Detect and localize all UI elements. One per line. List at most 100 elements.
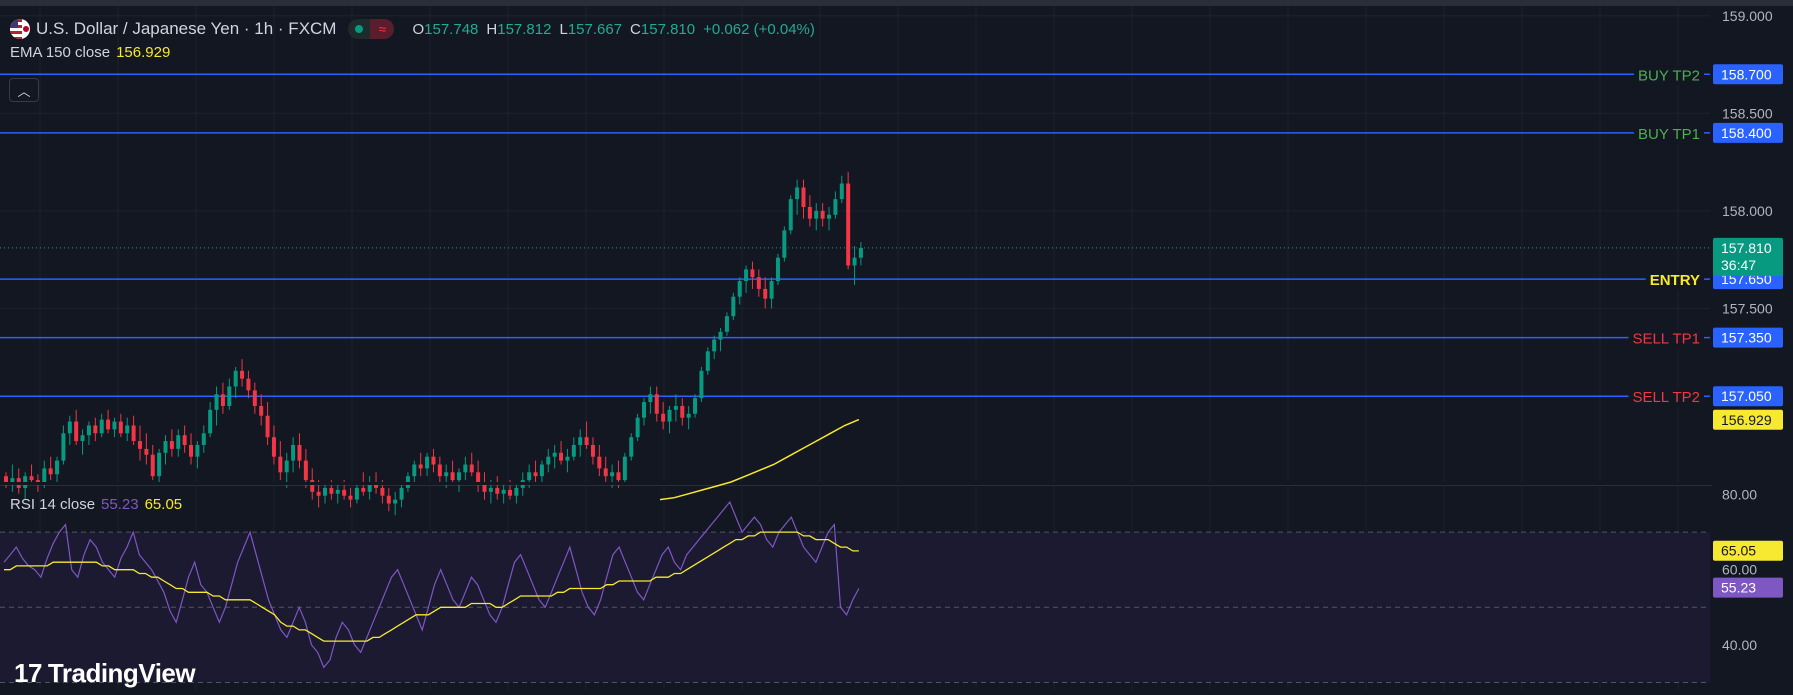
candle [189, 433, 194, 465]
candle [514, 484, 519, 504]
symbol-title: U.S. Dollar / Japanese Yen · 1h · FXCM [36, 19, 337, 38]
level-price-badge-bg [1713, 64, 1783, 85]
candle-body [29, 476, 34, 481]
candle-body [431, 456, 436, 465]
candle [55, 456, 60, 484]
candle [259, 394, 264, 426]
candle-body [86, 425, 91, 436]
candle-body [310, 480, 315, 492]
candle-body [252, 390, 257, 406]
candle-body [571, 444, 576, 457]
candle [240, 359, 245, 387]
ema-legend[interactable]: EMA 150 close 156.929 [10, 44, 170, 61]
candle [559, 441, 564, 465]
candle-body [578, 437, 583, 445]
candle [201, 425, 206, 453]
candle [214, 386, 219, 426]
candle [775, 253, 780, 285]
grid [0, 6, 1793, 690]
wave-icon: ≈ [370, 19, 395, 39]
candle-body [323, 487, 327, 496]
candle [724, 312, 729, 336]
tradingview-logo[interactable]: 17 TradingView [14, 658, 196, 689]
candle-body [839, 183, 844, 200]
main-pane-edge [0, 482, 1793, 485]
level-label-bg [1645, 271, 1704, 291]
candle-body [220, 394, 225, 406]
level-price-badge-text: 157.350 [1721, 330, 1772, 346]
candle-body [514, 487, 519, 496]
candle [86, 421, 91, 445]
candle-body [718, 331, 723, 340]
candle [858, 242, 863, 266]
candle-body [380, 487, 385, 496]
candle [220, 382, 225, 414]
candle-body [259, 405, 264, 416]
level-label: SELL TP1 [1632, 331, 1700, 348]
status-pill[interactable]: ≈ [348, 19, 395, 39]
candle [4, 472, 8, 488]
candle [820, 203, 825, 227]
candle [367, 476, 372, 500]
candle-body [552, 452, 557, 457]
candle [501, 484, 506, 504]
candle [354, 484, 359, 504]
candle-body [169, 441, 174, 449]
candle [782, 226, 787, 262]
candle-body [616, 472, 621, 481]
price-tick-label: 158.500 [1722, 105, 1773, 121]
candle [150, 444, 155, 481]
candle-body [342, 489, 347, 496]
candle [667, 405, 672, 434]
collapse-legend-button[interactable]: ︿ [9, 78, 39, 102]
candle-body [852, 257, 857, 266]
tradingview-mark-icon: 17 [14, 658, 42, 688]
candle-body [469, 464, 474, 473]
candle-body [354, 487, 359, 500]
candle-body [99, 419, 104, 434]
rsi-legend[interactable]: RSI 14 close 55.23 65.05 [10, 496, 182, 513]
candle [750, 261, 755, 289]
candle [839, 175, 844, 204]
top-border [0, 0, 1793, 6]
rsi-ma-badge-bg [1713, 540, 1783, 561]
ema-price-badge-text: 156.929 [1721, 412, 1772, 428]
candle-body [150, 454, 155, 477]
candle-body [131, 425, 136, 442]
level-label-bg [1634, 124, 1704, 144]
candle-body [227, 386, 232, 406]
price-tick-label: 159.000 [1722, 8, 1773, 24]
candle-body [769, 281, 774, 299]
symbol-legend[interactable]: U.S. Dollar / Japanese Yen · 1h · FXCM ≈… [10, 18, 815, 40]
candle-body [246, 378, 251, 391]
candle [801, 179, 806, 219]
candle-body [833, 199, 838, 215]
candle [552, 444, 557, 469]
price-tick-label: 158.000 [1722, 203, 1773, 219]
candle-body [482, 484, 487, 492]
candle [744, 265, 749, 293]
ema-legend-label: EMA 150 close [10, 44, 111, 61]
candle [565, 448, 570, 473]
high-label: H [486, 20, 498, 38]
candle [393, 491, 398, 516]
candle [271, 425, 276, 465]
ohlc-values: O 157.748 H 157.812 L 157.667 C 157.810 +0.0… [404, 21, 814, 38]
candle [80, 429, 85, 455]
candle [425, 452, 430, 477]
candle [348, 487, 353, 508]
candle [265, 402, 270, 445]
candle [833, 191, 838, 219]
rsi-value-badge: 55.23 [1713, 577, 1783, 598]
candle-body [782, 230, 787, 258]
rsi-tick-label: 60.00 [1722, 562, 1757, 578]
rsi-ma-badge: 65.05 [1713, 540, 1783, 561]
candle [431, 448, 436, 473]
candle [169, 429, 174, 457]
rsi-legend-value: 55.23 [101, 496, 139, 513]
level-price-badge: 158.700 [1713, 64, 1783, 85]
candle [412, 460, 417, 484]
candle [654, 386, 659, 422]
rsi-tick-label: 80.00 [1722, 487, 1757, 503]
